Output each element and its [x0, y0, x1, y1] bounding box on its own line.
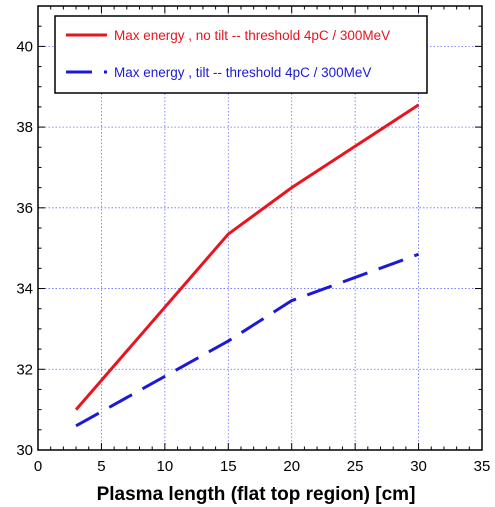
legend-box: [54, 15, 428, 94]
axis-ticks: 0 5 10 15 20 25 30 35 30 32 34 36 38 40: [16, 5, 491, 475]
series-line-2: [75, 252, 420, 428]
series-line-1: [74, 103, 420, 411]
x-tick-label: 10: [157, 458, 174, 475]
x-tick-label: 25: [347, 458, 364, 475]
x-tick-label: 15: [220, 458, 237, 475]
x-axis-label: Plasma length (flat top region) [cm]: [97, 484, 416, 505]
y-tick-label: 32: [16, 361, 33, 378]
y-tick-label: 36: [16, 200, 33, 217]
x-tick-label: 20: [283, 458, 300, 475]
x-tick-label: 35: [474, 458, 491, 475]
legend: Max energy , no tilt -- threshold 4pC / …: [54, 15, 428, 94]
legend-label-2: Max energy , tilt -- threshold 4pC / 300…: [114, 65, 371, 80]
y-tick-label: 38: [16, 119, 33, 136]
legend-label-1: Max energy , no tilt -- threshold 4pC / …: [114, 28, 390, 43]
y-tick-label: 34: [16, 281, 33, 298]
x-tick-label: 30: [410, 458, 427, 475]
y-tick-label: 40: [16, 38, 33, 55]
y-tick-label: 30: [16, 442, 33, 459]
x-tick-label: 0: [34, 458, 42, 475]
plot-series: [74, 103, 420, 428]
x-tick-label: 5: [97, 458, 105, 475]
